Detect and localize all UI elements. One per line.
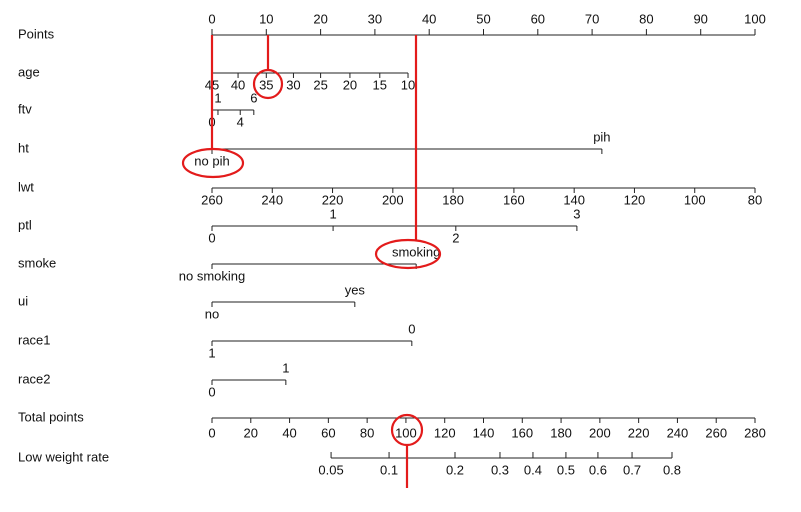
red-circle <box>252 68 284 100</box>
tick-label: pih <box>593 129 610 144</box>
tick-label: 30 <box>286 77 300 92</box>
tick-label: 0.3 <box>491 462 509 477</box>
tick-label: 220 <box>322 192 344 207</box>
row-label: ftv <box>18 101 32 116</box>
tick-label: 60 <box>531 11 545 26</box>
tick-label: 120 <box>434 425 456 440</box>
tick-label: 25 <box>313 77 327 92</box>
tick-label: 0 <box>208 230 215 245</box>
tick-label: 3 <box>573 206 580 221</box>
row-label: Points <box>18 26 55 41</box>
tick-label: 200 <box>589 425 611 440</box>
tick-label: 1 <box>329 206 336 221</box>
tick-label: 30 <box>368 11 382 26</box>
tick-label: 1 <box>208 345 215 360</box>
tick-label: 180 <box>550 425 572 440</box>
red-circle <box>374 238 442 270</box>
tick-label: 1 <box>214 90 221 105</box>
row-label: ptl <box>18 217 32 232</box>
tick-label: 40 <box>282 425 296 440</box>
tick-label: 0 <box>208 384 215 399</box>
tick-label: 280 <box>744 425 766 440</box>
row-label: lwt <box>18 179 34 194</box>
tick-label: 1 <box>282 360 289 375</box>
annotations <box>181 35 442 488</box>
tick-label: 160 <box>511 425 533 440</box>
tick-label: 0.7 <box>623 462 641 477</box>
tick-label: 100 <box>684 192 706 207</box>
tick-label: 100 <box>395 425 417 440</box>
tick-label: 6 <box>250 90 257 105</box>
tick-label: 15 <box>373 77 387 92</box>
tick-label: 60 <box>321 425 335 440</box>
tick-label: 260 <box>201 192 223 207</box>
tick-label: 10 <box>401 77 415 92</box>
row-label: Low weight rate <box>18 449 109 464</box>
tick-label: 40 <box>231 77 245 92</box>
tick-label: 120 <box>624 192 646 207</box>
tick-label: 35 <box>259 77 273 92</box>
tick-label: 0.8 <box>663 462 681 477</box>
tick-label: 2 <box>452 230 459 245</box>
row-label: race1 <box>18 332 51 347</box>
tick-label: 90 <box>693 11 707 26</box>
tick-label: 240 <box>261 192 283 207</box>
tick-label: 80 <box>748 192 762 207</box>
tick-label: 200 <box>382 192 404 207</box>
tick-label: 80 <box>360 425 374 440</box>
row-label: Total points <box>18 409 84 424</box>
tick-label: 0.6 <box>589 462 607 477</box>
tick-label: 0 <box>208 11 215 26</box>
tick-label: 20 <box>313 11 327 26</box>
tick-label: no pih <box>194 153 229 168</box>
tick-label: yes <box>345 282 366 297</box>
tick-label: 0.2 <box>446 462 464 477</box>
row-label: smoke <box>18 255 56 270</box>
red-circle <box>181 147 245 179</box>
tick-label: no smoking <box>179 268 245 283</box>
tick-label: 0.1 <box>380 462 398 477</box>
tick-label: 80 <box>639 11 653 26</box>
tick-label: 220 <box>628 425 650 440</box>
tick-label: 260 <box>705 425 727 440</box>
tick-label: 0.5 <box>557 462 575 477</box>
tick-label: 40 <box>422 11 436 26</box>
tick-label: 100 <box>744 11 766 26</box>
tick-label: 70 <box>585 11 599 26</box>
red-circle <box>390 413 424 447</box>
tick-label: 160 <box>503 192 525 207</box>
tick-label: 180 <box>442 192 464 207</box>
tick-label: 140 <box>473 425 495 440</box>
tick-label: 20 <box>343 77 357 92</box>
tick-label: 0 <box>408 321 415 336</box>
tick-label: 140 <box>563 192 585 207</box>
row-label: ui <box>18 293 28 308</box>
tick-label: 0.05 <box>318 462 343 477</box>
tick-label: no <box>205 306 219 321</box>
tick-label: 0 <box>208 425 215 440</box>
row-label: ht <box>18 140 29 155</box>
tick-label: 4 <box>237 114 244 129</box>
tick-label: 240 <box>667 425 689 440</box>
tick-label: smoking <box>392 244 440 259</box>
tick-label: 10 <box>259 11 273 26</box>
tick-label: 50 <box>476 11 490 26</box>
tick-label: 0.4 <box>524 462 542 477</box>
row-label: age <box>18 64 40 79</box>
tick-label: 20 <box>244 425 258 440</box>
row-label: race2 <box>18 371 51 386</box>
